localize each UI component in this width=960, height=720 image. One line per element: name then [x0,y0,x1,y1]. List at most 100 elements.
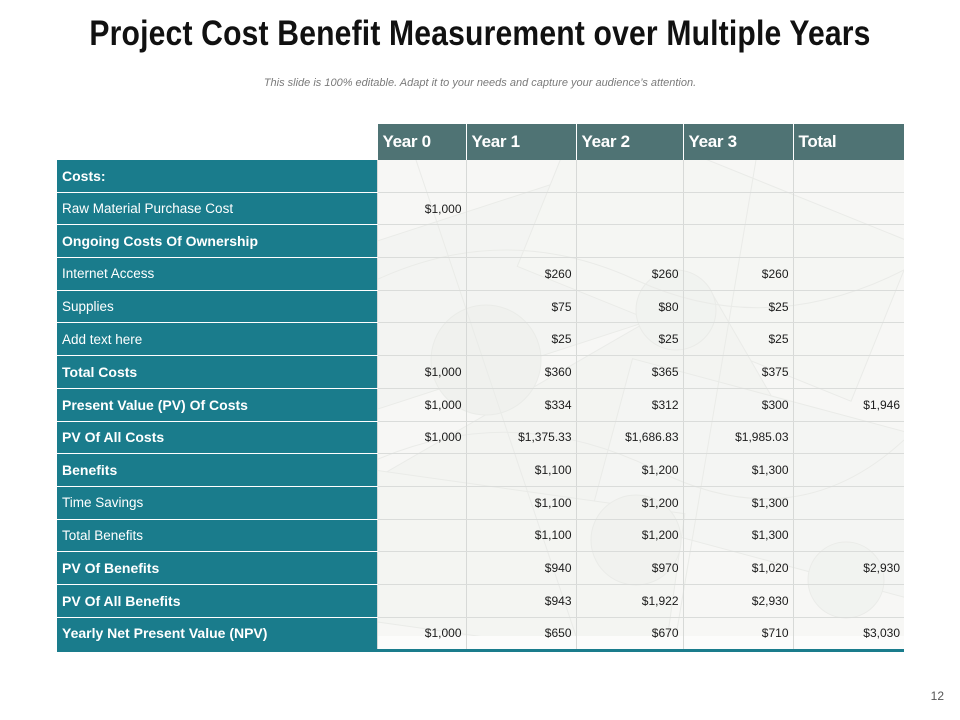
cell-value: $940 [465,551,576,585]
cell-value [792,584,904,618]
cell-value: $25 [575,322,683,357]
table-row: Benefits $1,100 $1,200 $1,300 [57,453,904,487]
cell-value [575,192,683,226]
table-row: Add text here $25 $25 $25 [57,322,904,357]
cell-value: $1,200 [575,453,683,487]
cell-value: $260 [575,257,683,291]
cell-value: $2,930 [682,584,793,618]
cell-value: $970 [575,551,683,585]
header-year-2: Year 2 [575,124,683,160]
cell-value: $1,300 [682,486,793,520]
cell-value: $1,686.83 [575,421,683,455]
cell-value [376,257,466,291]
cell-value: $1,000 [376,355,466,389]
cell-value: $1,946 [792,388,904,422]
cell-value [792,355,904,389]
cell-value [792,290,904,324]
page-number: 12 [930,689,944,703]
cell-value: $300 [682,388,793,422]
cell-value [376,224,466,259]
header-year-0: Year 0 [376,124,466,160]
cell-value: $334 [465,388,576,422]
cell-value: $360 [465,355,576,389]
cell-value [575,224,683,259]
cell-value [575,160,683,193]
slide-title: Project Cost Benefit Measurement over Mu… [89,14,871,53]
table-row: Time Savings $1,100 $1,200 $1,300 [57,486,904,520]
cell-value: $25 [682,290,793,324]
cell-value: $943 [465,584,576,618]
row-label: Supplies [57,290,377,324]
row-label: Internet Access [57,257,377,291]
row-label: Present Value (PV) Of Costs [57,388,377,422]
cell-value: $1,100 [465,519,576,553]
cell-value [792,519,904,553]
cell-value [465,224,576,259]
cell-value [792,160,904,193]
row-label: Raw Material Purchase Cost [57,192,377,226]
cell-value: $375 [682,355,793,389]
header-year-3: Year 3 [682,124,793,160]
cell-value: $312 [575,388,683,422]
cell-value: $2,930 [792,551,904,585]
cell-value: $710 [682,617,793,653]
cell-value [465,192,576,226]
row-label: Total Benefits [57,519,377,553]
cell-value [792,224,904,259]
row-label: Benefits [57,453,377,487]
cell-value [792,257,904,291]
cell-value [376,519,466,553]
table-row: Supplies $75 $80 $25 [57,290,904,324]
cell-value [792,192,904,226]
cost-benefit-table: Year 0 Year 1 Year 2 Year 3 Total Costs:… [57,124,904,653]
cell-value: $1,000 [376,617,466,653]
header-row: Year 0 Year 1 Year 2 Year 3 Total [57,124,904,160]
cell-value: $650 [465,617,576,653]
cell-value: $75 [465,290,576,324]
cell-value: $3,030 [792,617,904,653]
cell-value [682,160,793,193]
cell-value: $1,100 [465,486,576,520]
cell-value: $1,985.03 [682,421,793,455]
table-row: Present Value (PV) Of Costs $1,000 $334 $31… [57,388,904,422]
cell-value: $1,000 [376,421,466,455]
header-year-1: Year 1 [465,124,576,160]
table-row: PV Of All Costs $1,000 $1,375.33 $1,686.83 $… [57,421,904,455]
cell-value [376,453,466,487]
table-row: Total Benefits $1,100 $1,200 $1,300 [57,519,904,553]
cell-value [376,584,466,618]
slide-subtitle: This slide is 100% editable. Adapt it to… [263,77,697,89]
table-row: Internet Access $260 $260 $260 [57,257,904,291]
cell-value [792,322,904,357]
cell-value [465,160,576,193]
row-label: Total Costs [57,355,377,389]
cell-value: $25 [465,322,576,357]
row-label: Ongoing Costs Of Ownership [57,224,377,259]
cell-value: $260 [682,257,793,291]
cell-value [376,322,466,357]
cell-value [376,290,466,324]
cell-value [792,486,904,520]
row-label: Yearly Net Present Value (NPV) [57,617,377,653]
row-label: Add text here [57,322,377,357]
cell-value [682,192,793,226]
row-label: PV Of All Benefits [57,584,377,618]
cell-value: $25 [682,322,793,357]
cell-value: $365 [575,355,683,389]
cell-value [682,224,793,259]
cell-value: $1,000 [376,192,466,226]
cell-value [376,486,466,520]
cell-value [792,453,904,487]
table-row: PV Of All Benefits $943 $1,922 $2,930 [57,584,904,618]
table-row: PV Of Benefits $940 $970 $1,020 $2,930 [57,551,904,585]
row-label: Time Savings [57,486,377,520]
cell-value: $1,300 [682,519,793,553]
row-label: Costs: [57,160,377,193]
table-row: Total Costs $1,000 $360 $365 $375 [57,355,904,389]
cell-value: $1,000 [376,388,466,422]
cell-value: $1,100 [465,453,576,487]
header-total: Total [792,124,904,160]
cell-value: $80 [575,290,683,324]
cell-value: $1,200 [575,519,683,553]
table-row: Ongoing Costs Of Ownership [57,224,904,259]
